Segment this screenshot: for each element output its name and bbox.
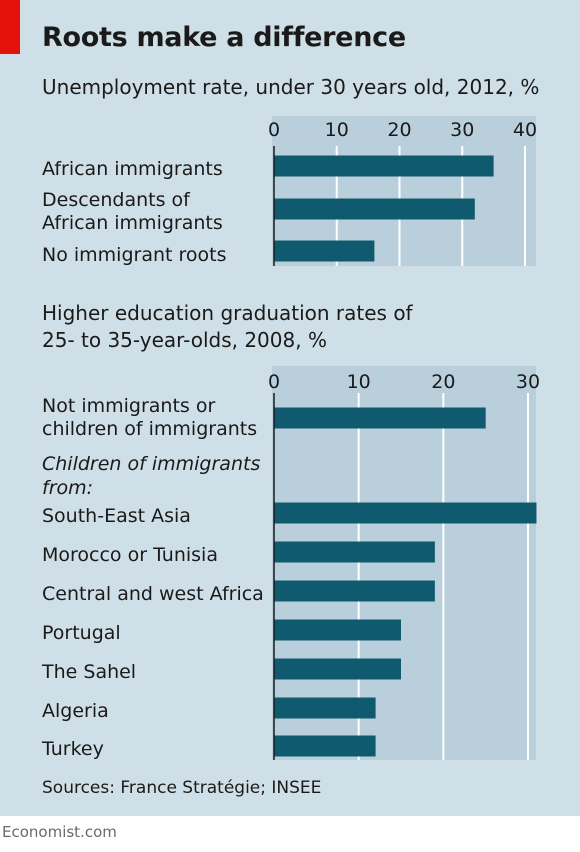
- credit-label: Economist.com: [2, 823, 117, 841]
- panel1-tick-label: 40: [513, 119, 537, 141]
- panel1-category-label: Descendants of: [42, 189, 191, 211]
- panel1-category-label: African immigrants: [42, 212, 223, 234]
- panel1-tick-label: 10: [325, 119, 349, 141]
- panel1-tick-label: 0: [268, 119, 280, 141]
- panel2-category-label: Morocco or Tunisia: [42, 544, 218, 566]
- panel2-title-line-2: 25- to 35-year-olds, 2008, %: [42, 328, 327, 352]
- panel1-category-label: African immigrants: [42, 158, 223, 180]
- panel1-tick-label: 30: [450, 119, 474, 141]
- panel2-category-label: South-East Asia: [42, 505, 191, 527]
- panel2-bar: [274, 658, 401, 680]
- source-note: Sources: France Stratégie; INSEE: [42, 778, 322, 798]
- panel2-category-label: Portugal: [42, 622, 121, 644]
- panel1-tick-label: 20: [387, 119, 411, 141]
- panel2-bar: [274, 735, 376, 757]
- panel2-bar: [274, 619, 401, 641]
- panel2-bar: [274, 541, 435, 563]
- panel2-category-label: Not immigrants or: [42, 395, 215, 417]
- panel2-category-label: Algeria: [42, 700, 109, 722]
- panel1-bar: [274, 240, 375, 262]
- panel1-bar: [274, 155, 494, 177]
- chart-figure: Roots make a difference Unemployment rat…: [0, 0, 580, 816]
- panel2-title-line-1: Higher education graduation rates of: [42, 301, 413, 325]
- panel2-bar: [274, 580, 435, 602]
- chart-title: Roots make a difference: [42, 22, 406, 53]
- panel1-category-label: No immigrant roots: [42, 244, 227, 266]
- brand-tab: [0, 0, 20, 54]
- panel2-category-label: Central and west Africa: [42, 583, 264, 605]
- panel2-tick-label: 10: [347, 371, 371, 393]
- panel2-category-label: Turkey: [41, 738, 104, 760]
- panel2-category-label: The Sahel: [41, 661, 136, 683]
- panel2-bar: [274, 407, 486, 429]
- panel1-title: Unemployment rate, under 30 years old, 2…: [42, 75, 540, 99]
- panel2-group-label: from:: [42, 477, 93, 499]
- panel2-tick-label: 30: [516, 371, 540, 393]
- panel2-tick-label: 0: [268, 371, 280, 393]
- panel2-group-label: Children of immigrants: [42, 453, 260, 475]
- panel2-bar: [274, 697, 376, 719]
- panel2-tick-label: 20: [431, 371, 455, 393]
- panel1-bar: [274, 198, 475, 220]
- panel2-bar: [274, 502, 537, 524]
- panel2-plot-background: [272, 366, 536, 760]
- panel2-category-label: children of immigrants: [42, 418, 257, 440]
- panel2-title: Higher education graduation rates of 25-…: [42, 300, 413, 354]
